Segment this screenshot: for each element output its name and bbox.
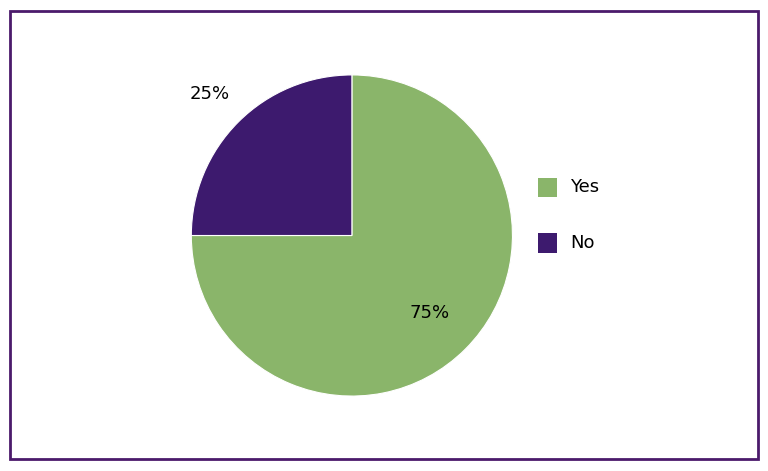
Text: No: No (571, 234, 594, 252)
Text: 25%: 25% (190, 85, 230, 103)
Text: 75%: 75% (409, 304, 449, 322)
Text: Yes: Yes (571, 179, 599, 196)
Bar (538, 178, 558, 197)
Wedge shape (191, 75, 352, 236)
Wedge shape (191, 75, 512, 396)
Bar (538, 233, 558, 252)
